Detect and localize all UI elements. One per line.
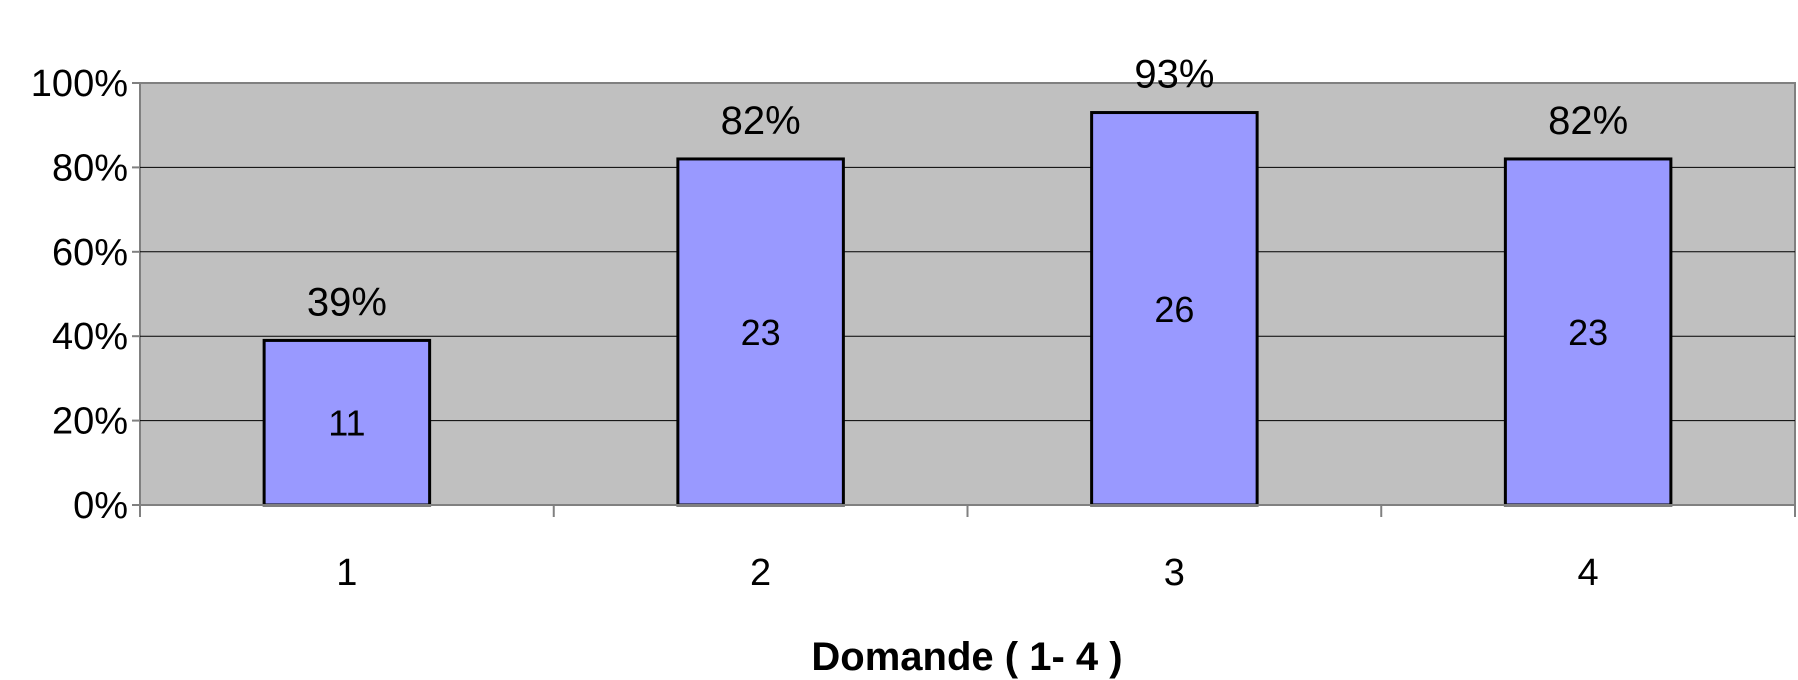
bar-value-label: 39% [307,280,387,324]
y-tick-label: 40% [52,316,128,358]
y-axis-ticks: 0% 20% 40% 60% 80% 100% [31,63,140,527]
y-tick-label: 80% [52,147,128,189]
y-tick-label: 0% [73,485,128,527]
x-axis-label: Domande ( 1- 4 ) [811,635,1122,679]
y-tick-label: 100% [31,63,128,105]
bar-1 [262,338,432,507]
bar-3 [1090,111,1259,507]
x-tick-label: 1 [336,552,357,594]
y-tick-label: 60% [52,232,128,274]
bar-value-label: 93% [1134,53,1214,97]
x-tick-label: 3 [1164,552,1185,594]
x-tick-label: 4 [1578,552,1599,594]
bar-value-label: 82% [721,99,801,143]
x-tick-label: 2 [750,552,771,594]
bars: 39% 11 82% 23 93% 26 82% 23 [262,53,1673,507]
bar-4 [1503,157,1673,507]
bar-value-label: 82% [1548,99,1628,143]
bar-count-label: 23 [1568,312,1608,353]
x-axis: 1 2 3 4 [139,504,1796,594]
bar-count-label: 26 [1154,289,1194,330]
y-tick-label: 20% [52,401,128,443]
bar-count-label: 11 [328,403,365,444]
bar-count-label: 23 [741,312,781,353]
